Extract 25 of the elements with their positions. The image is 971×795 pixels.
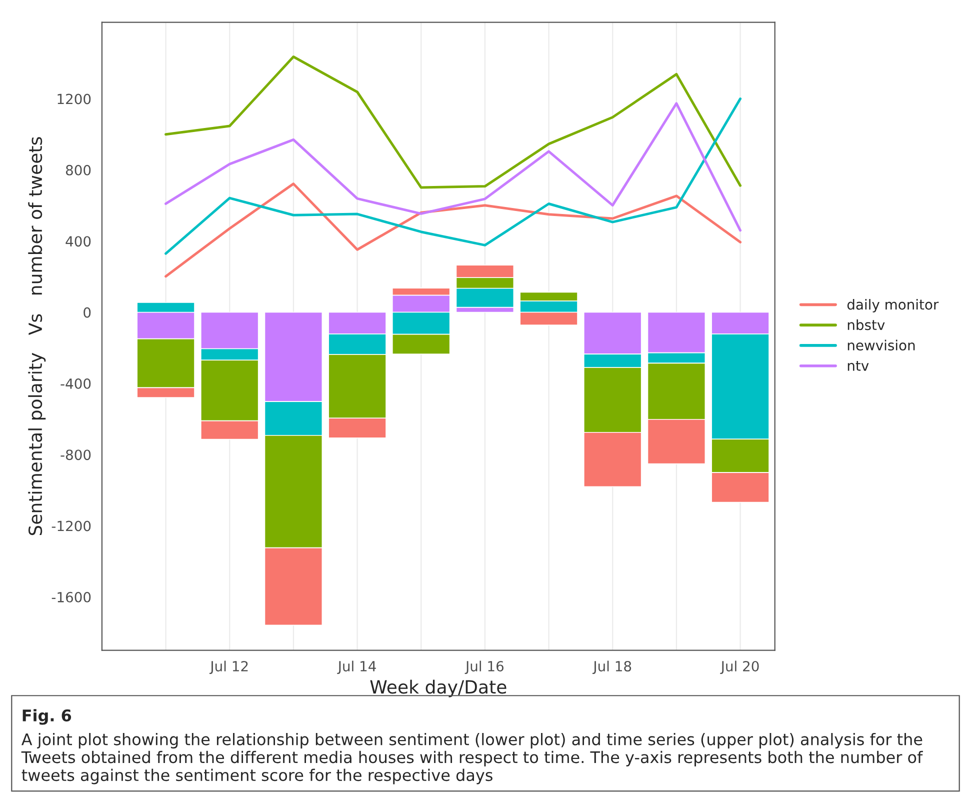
x-axis-title: Week day/Date [370,680,506,698]
y-tick-label: 800 [66,164,91,176]
x-tick-label: Jul 18 [592,660,632,674]
y-tick-label: -1600 [52,592,91,602]
line-series [164,98,742,255]
line-series [164,56,742,189]
x-tick-label: Jul 16 [464,660,504,674]
y-tick-label: -800 [60,450,91,460]
legend-label: newvision [848,340,915,351]
text: A joint plot showing the relationship between sentiment (lower plot) and time series (upper plot) analysis for the Tweets obtained from the different media houses with respect to time. The y-axis represents both the number of tweets against the sentiment score for the respective days [21,732,923,784]
line-series [164,182,742,278]
y-tick-label: 0 [84,307,91,318]
legend-label: nbstv [848,319,885,330]
legend-label: ntv [848,360,869,371]
line-series [164,102,742,232]
y-tick-label: 400 [66,236,91,247]
y-axis-title: Sentimental polarity Vs number of tweets [28,137,46,536]
x-tick-label: Jul 12 [209,660,248,674]
caption: Fig. 6 [22,709,72,725]
y-tick-label: 1200 [58,94,91,104]
y-tick-label: -400 [60,378,91,389]
x-tick-label: Jul 14 [337,660,376,674]
y-tick-label: -1200 [52,520,91,532]
legend-label: daily monitor [847,298,939,312]
x-tick-label: Jul 20 [720,660,759,674]
